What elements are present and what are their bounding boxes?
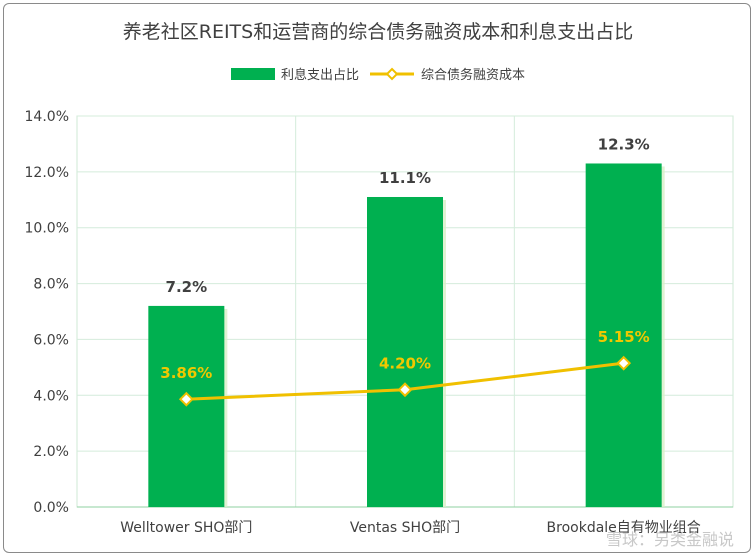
bar <box>585 163 662 507</box>
y-tick-label: 6.0% <box>33 332 69 348</box>
bar-value-label: 7.2% <box>166 278 208 296</box>
line-point <box>397 382 413 398</box>
bar-value-label: 12.3% <box>598 135 650 153</box>
y-tick-label: 0.0% <box>33 500 69 516</box>
y-tick-label: 12.0% <box>25 165 69 181</box>
y-tick-label: 10.0% <box>25 221 69 237</box>
line-value-label: 4.20% <box>379 355 431 373</box>
legend-bar-label: 利息支出占比 <box>280 68 359 83</box>
chart-title: 养老社区REITS和运营商的综合债务融资成本和利息支出占比 <box>122 21 634 43</box>
legend-bar-swatch <box>230 67 275 80</box>
x-tick-label: Brookdale自有物业组合 <box>547 520 701 536</box>
bar <box>367 196 443 507</box>
line-point <box>178 391 194 407</box>
watermark: 雪球：另类金融说 <box>605 530 734 549</box>
x-tick-label: Welltower SHO部门 <box>120 520 252 536</box>
line-value-label: 5.15% <box>598 328 650 346</box>
y-tick-label: 2.0% <box>33 444 69 460</box>
legend-line-swatch <box>370 67 414 80</box>
y-tick-label: 14.0% <box>25 109 69 125</box>
line-value-label: 3.86% <box>160 364 212 382</box>
y-tick-label: 8.0% <box>33 277 69 293</box>
x-tick-label: Ventas SHO部门 <box>350 520 460 536</box>
legend-item-bar: 利息支出占比 <box>230 64 359 83</box>
legend: 利息支出占比 综合债务融资成本 <box>0 64 756 83</box>
legend-line-label: 综合债务融资成本 <box>421 68 526 83</box>
bar-value-label: 11.1% <box>379 169 431 187</box>
legend-item-line: 综合债务融资成本 <box>369 64 525 83</box>
y-tick-label: 4.0% <box>33 388 69 404</box>
line-point <box>616 355 632 371</box>
